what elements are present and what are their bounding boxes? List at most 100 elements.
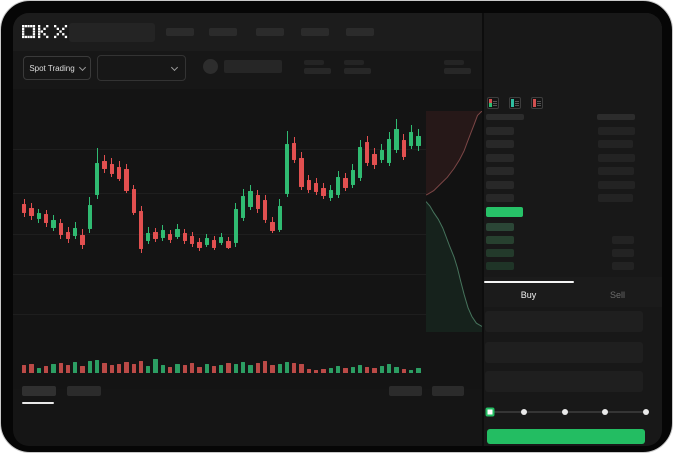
candle	[284, 144, 290, 194]
ask-price-placeholder[interactable]	[486, 167, 514, 176]
candle	[168, 234, 173, 240]
pair-selector-dropdown[interactable]	[97, 55, 186, 81]
candle	[124, 169, 129, 191]
orderbook-view-sell-icon[interactable]	[531, 97, 543, 109]
total-input[interactable]	[485, 371, 643, 392]
buy-submit-button[interactable]	[487, 429, 645, 444]
volume-bar	[372, 368, 377, 373]
candle	[175, 229, 180, 237]
nav-item-placeholder[interactable]	[346, 28, 374, 36]
volume-bar	[73, 362, 78, 373]
candle	[138, 211, 144, 249]
candle	[416, 136, 421, 146]
candle	[87, 205, 93, 229]
search-input[interactable]	[69, 23, 155, 42]
bid-price-placeholder[interactable]	[486, 223, 514, 231]
volume-bar	[365, 367, 370, 373]
nav-item-placeholder[interactable]	[256, 28, 284, 36]
volume-bar	[197, 367, 202, 373]
ask-price-placeholder[interactable]	[486, 153, 514, 162]
market-type-selector[interactable]: Spot Trading	[23, 56, 91, 80]
nav-item-placeholder[interactable]	[301, 28, 329, 36]
volume-bar	[226, 363, 231, 373]
orderbook-view-buy-icon[interactable]	[509, 97, 521, 109]
candle	[182, 233, 187, 241]
slider-stop[interactable]	[602, 409, 608, 415]
orders-action-placeholder[interactable]	[389, 386, 422, 396]
volume-bar	[241, 362, 246, 373]
ask-price-placeholder[interactable]	[486, 127, 514, 135]
nav-item-placeholder[interactable]	[209, 28, 237, 36]
volume-bar	[189, 363, 195, 373]
candle	[51, 220, 56, 228]
volume-bar	[87, 361, 93, 373]
ask-price-placeholder[interactable]	[486, 180, 514, 189]
amount-input[interactable]	[485, 342, 643, 363]
bid-price-placeholder[interactable]	[486, 249, 514, 257]
volume-bar	[335, 366, 341, 373]
candle	[233, 209, 239, 243]
volume-bar	[328, 368, 333, 373]
candle	[226, 241, 231, 248]
candle	[116, 167, 122, 179]
ask-price-placeholder[interactable]	[486, 194, 514, 202]
volume-bar	[416, 368, 421, 373]
ask-price-placeholder[interactable]	[486, 140, 514, 149]
last-price-bar[interactable]	[486, 207, 523, 217]
orders-action-placeholder[interactable]	[432, 386, 464, 396]
stat-label-placeholder	[444, 60, 464, 65]
coin-icon	[203, 59, 218, 74]
volume-bar	[255, 363, 260, 373]
volume-bar	[146, 366, 151, 373]
bid-price-placeholder[interactable]	[486, 236, 514, 244]
candle	[277, 206, 282, 230]
orders-section	[13, 383, 482, 446]
buy-tab[interactable]: Buy	[520, 290, 537, 300]
amount-slider-track[interactable]	[490, 411, 646, 413]
volume-bar	[29, 364, 34, 373]
volume-bar	[182, 365, 187, 373]
panel-divider	[482, 13, 484, 446]
volume-bar	[131, 364, 136, 373]
gridline	[13, 193, 482, 194]
candle	[146, 233, 151, 241]
slider-stop[interactable]	[562, 409, 568, 415]
candle	[160, 230, 166, 238]
volume-bar	[124, 362, 129, 373]
volume-bar	[109, 365, 114, 373]
volume-bar	[51, 364, 56, 373]
volume-bar	[116, 364, 122, 373]
volume-bar	[306, 369, 312, 373]
volume-bar	[58, 363, 63, 373]
candle	[197, 242, 202, 248]
candle	[335, 177, 341, 195]
candle	[73, 228, 78, 236]
volume-bar	[299, 364, 304, 373]
slider-stop[interactable]	[643, 409, 649, 415]
sell-tab[interactable]: Sell	[609, 290, 625, 300]
nav-item-placeholder[interactable]	[166, 28, 194, 36]
orderbook-view-switcher	[487, 97, 543, 109]
orders-tab-active[interactable]	[22, 386, 56, 396]
candle	[314, 183, 319, 192]
orderbook-view-both-icon[interactable]	[487, 97, 499, 109]
volume-bar	[270, 365, 275, 373]
stat-label-placeholder	[344, 60, 364, 65]
app-screen: Spot Trading	[13, 13, 662, 446]
slider-handle[interactable]	[485, 407, 495, 417]
market-type-label: Spot Trading	[29, 63, 75, 73]
candle	[22, 204, 27, 213]
volume-bar	[350, 367, 355, 373]
candle	[153, 232, 158, 239]
candle	[387, 139, 392, 163]
ask-amount-placeholder	[598, 153, 635, 162]
slider-stop[interactable]	[521, 409, 527, 415]
price-input[interactable]	[485, 311, 643, 332]
bid-price-placeholder[interactable]	[486, 262, 514, 270]
volume-bar	[277, 364, 282, 373]
candle	[357, 147, 363, 178]
orders-tab[interactable]	[67, 386, 101, 396]
volume-bar	[262, 361, 268, 373]
okx-logo[interactable]	[22, 25, 70, 40]
candlestick-chart[interactable]	[13, 89, 482, 389]
